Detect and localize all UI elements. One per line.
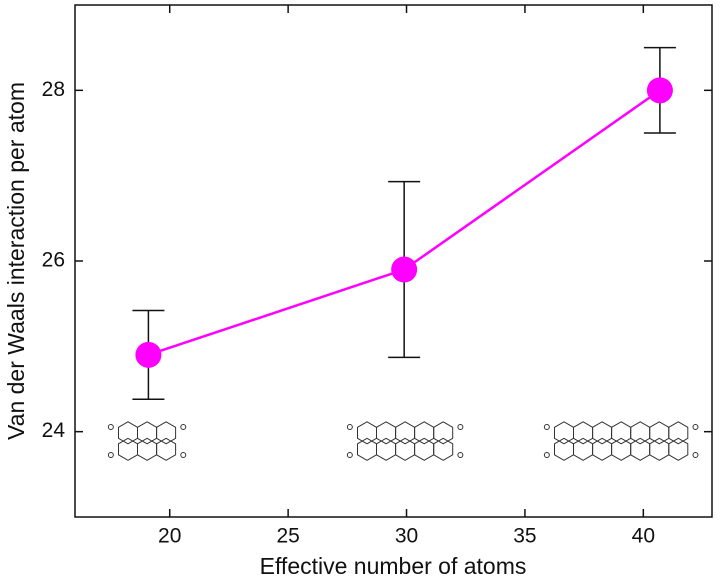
- x-tick-label: 20: [158, 525, 181, 548]
- ring: [668, 437, 689, 461]
- point: [135, 341, 162, 368]
- ring: [137, 421, 158, 445]
- atom: [346, 424, 353, 430]
- ring: [592, 437, 613, 461]
- ring: [357, 437, 377, 461]
- y-tick-label: 24: [42, 419, 66, 442]
- ring: [376, 437, 397, 461]
- ring: [630, 421, 651, 445]
- ring: [554, 437, 574, 461]
- atom: [692, 424, 699, 430]
- ring: [573, 421, 594, 445]
- ring: [376, 421, 397, 445]
- ring: [611, 421, 632, 445]
- atom: [346, 452, 353, 458]
- plot-frame: [74, 4, 713, 518]
- ring: [414, 437, 435, 461]
- y-tick-label: 26: [42, 249, 65, 272]
- ring: [433, 437, 454, 461]
- ring: [630, 437, 651, 461]
- ring: [357, 421, 377, 445]
- y-tick-label: 28: [42, 78, 65, 101]
- ring: [137, 437, 158, 461]
- x-tick-label: 40: [632, 525, 655, 548]
- atom: [107, 452, 114, 458]
- y-axis-label: Van der Waals interaction per atom: [3, 82, 29, 440]
- atom: [180, 452, 187, 458]
- ring: [395, 421, 416, 445]
- atom: [457, 452, 464, 458]
- ring: [118, 421, 138, 445]
- ring: [649, 421, 670, 445]
- ring: [649, 437, 670, 461]
- x-axis-label: Effective number of atoms: [260, 553, 527, 578]
- x-tick-label: 35: [513, 525, 536, 548]
- ring: [611, 437, 632, 461]
- molecule-drawings: [107, 421, 699, 461]
- ring: [395, 437, 416, 461]
- ring: [573, 437, 594, 461]
- ring: [118, 437, 138, 461]
- ring: [433, 421, 454, 445]
- ring: [592, 421, 613, 445]
- ring: [414, 421, 435, 445]
- point: [391, 256, 418, 283]
- ring: [554, 421, 574, 445]
- atom: [457, 424, 464, 430]
- atom: [692, 452, 699, 458]
- x-tick-label: 30: [395, 525, 418, 548]
- atom: [543, 452, 550, 458]
- x-tick-label: 25: [276, 525, 299, 548]
- atom: [107, 424, 114, 430]
- atom: [543, 424, 550, 430]
- ring: [156, 437, 177, 461]
- ring: [156, 421, 177, 445]
- ring: [668, 421, 689, 445]
- atom: [180, 424, 187, 430]
- point: [646, 77, 673, 104]
